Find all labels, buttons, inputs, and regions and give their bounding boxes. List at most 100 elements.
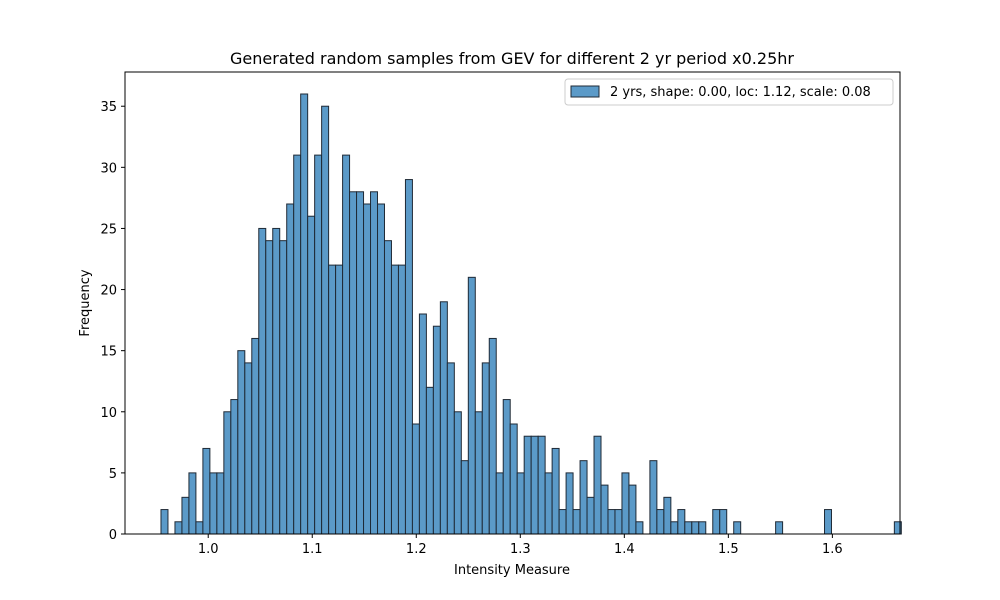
histogram-bar [356, 191, 365, 535]
histogram-bar [579, 460, 588, 535]
histogram-bar [495, 472, 504, 535]
plot-frame [124, 71, 901, 535]
histogram-bar [244, 362, 253, 535]
x-tick-label: 1.6 [822, 542, 843, 557]
histogram-bar [733, 521, 742, 535]
x-tick-label: 1.5 [718, 542, 739, 557]
histogram-bar [181, 496, 190, 535]
x-axis-label: Intensity Measure [454, 563, 570, 578]
histogram-bar [628, 484, 637, 535]
histogram-bar [474, 411, 483, 535]
histogram-bar [684, 521, 693, 535]
y-tick-label: 25 [100, 222, 117, 237]
histogram-bar [537, 435, 546, 535]
histogram-bar [677, 509, 686, 535]
histogram-bar [397, 264, 406, 535]
histogram-bar [230, 399, 239, 535]
histogram-bar [544, 472, 553, 535]
histogram-bar [160, 509, 169, 535]
histogram-bar [488, 337, 497, 535]
histogram-bar [174, 521, 183, 535]
histogram-bar [649, 460, 658, 535]
x-tick-label: 1.2 [406, 542, 427, 557]
legend-box [564, 78, 894, 106]
histogram-bar [279, 240, 288, 535]
histogram-bar [467, 276, 476, 535]
histogram-bar [425, 386, 434, 535]
histogram-bar [251, 337, 260, 535]
histogram-bar [635, 521, 644, 535]
histogram-bar [188, 472, 197, 535]
histogram-bar [349, 191, 358, 535]
y-tick-label: 15 [100, 345, 117, 360]
histogram-bar [237, 350, 246, 535]
y-tick-label: 10 [100, 406, 117, 421]
chart-title: Generated random samples from GEV for di… [230, 49, 794, 68]
histogram-bar [607, 509, 616, 535]
histogram-bar [656, 509, 665, 535]
histogram-bar [314, 154, 323, 535]
histogram-bar [272, 227, 281, 535]
histogram-bar [453, 411, 462, 535]
histogram-bar [321, 105, 330, 535]
histogram-bar [223, 411, 232, 535]
histogram-bar [411, 423, 420, 535]
legend-swatch [570, 85, 600, 98]
histogram-bar [698, 521, 707, 535]
histogram-bar [432, 325, 441, 535]
histogram-bar [446, 362, 455, 535]
x-tick-label: 1.1 [302, 542, 323, 557]
histogram-bar [719, 509, 728, 535]
histogram-bar [775, 521, 784, 535]
histogram-bar [691, 521, 700, 535]
y-tick-label: 20 [100, 284, 117, 299]
histogram-bar [265, 240, 274, 535]
x-tick-label: 1.0 [198, 542, 219, 557]
histogram-bar [390, 264, 399, 535]
histogram-bar [195, 521, 204, 535]
histogram-bar [593, 435, 602, 535]
histogram-bar [621, 472, 630, 535]
histogram-bar [670, 521, 679, 535]
histogram-bar [328, 264, 337, 535]
histogram-bar [439, 301, 448, 535]
histogram-bar [586, 496, 595, 535]
histogram-bar [383, 240, 392, 535]
y-tick-label: 5 [109, 467, 117, 482]
x-tick-label: 1.3 [510, 542, 531, 557]
histogram-bar [502, 399, 511, 535]
legend-label: 2 yrs, shape: 0.00, loc: 1.12, scale: 0.… [610, 85, 871, 100]
histogram-bar [342, 154, 351, 535]
x-axis-ticks: 1.0 1.1 1.2 1.3 1.4 1.5 1.6 [198, 534, 843, 557]
histogram-bar [572, 509, 581, 535]
histogram-bar [258, 227, 267, 535]
histogram-bar [370, 191, 378, 535]
histogram-bar [460, 460, 469, 535]
histogram-bar [307, 215, 316, 535]
histogram-bar [377, 203, 385, 535]
histogram-bar [824, 509, 832, 535]
histogram-bar [293, 154, 302, 535]
histogram-bar [363, 203, 372, 535]
histogram-bar [614, 509, 623, 535]
histogram-bar [286, 203, 295, 535]
histogram-bar [216, 472, 225, 535]
histogram-bar [558, 509, 567, 535]
y-tick-label: 30 [100, 161, 117, 176]
histogram-bar [551, 447, 560, 535]
histogram-bar [418, 313, 427, 535]
histogram-bar [663, 496, 672, 535]
histogram-bar [300, 93, 309, 535]
histogram-bar [530, 435, 539, 535]
histogram-bar [600, 484, 609, 535]
histogram-bar [509, 423, 518, 535]
histogram-bar [481, 362, 490, 535]
histogram-bar [404, 179, 413, 535]
y-tick-label: 0 [109, 528, 117, 543]
x-tick-label: 1.4 [614, 542, 635, 557]
histogram-bar [335, 264, 344, 535]
histogram-bar [523, 435, 532, 535]
histogram-bar [209, 472, 218, 535]
y-tick-label: 35 [100, 100, 117, 115]
